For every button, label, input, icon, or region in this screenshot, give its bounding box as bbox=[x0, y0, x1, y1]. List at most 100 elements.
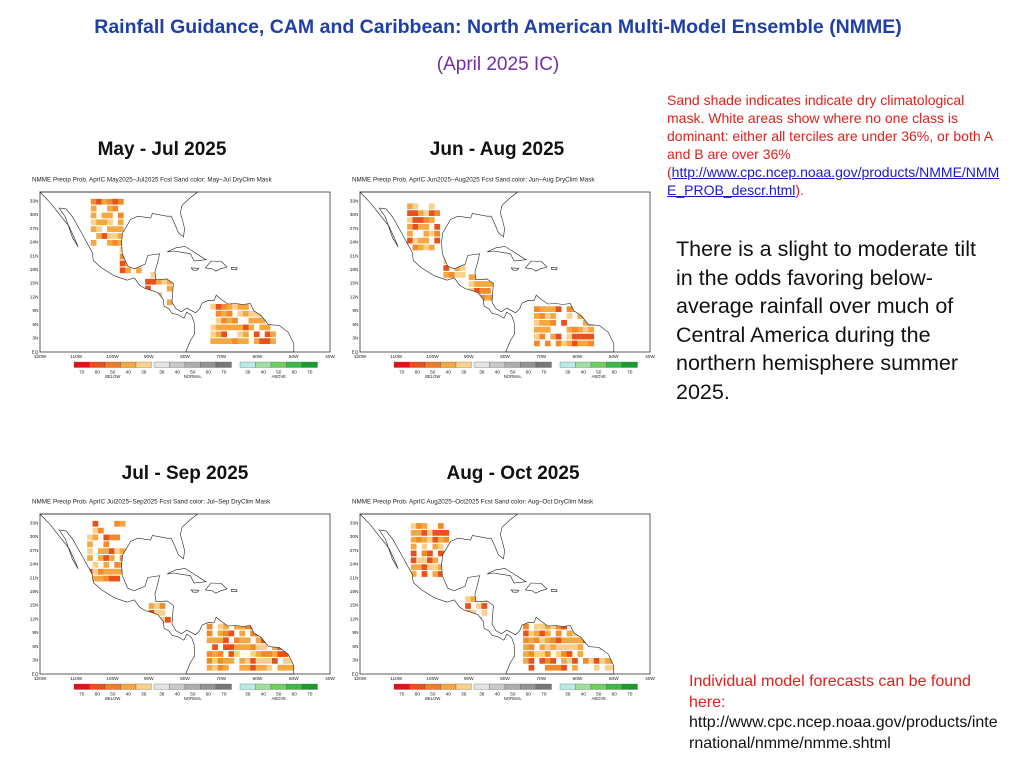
legend-level: 36 bbox=[479, 369, 485, 375]
legend-swatch bbox=[606, 361, 623, 368]
legend-swatch bbox=[239, 683, 256, 690]
legend-level: 60 bbox=[292, 369, 298, 375]
lon-label: 90W bbox=[464, 354, 474, 360]
lat-label: 3N bbox=[352, 658, 359, 664]
legend-level: 40 bbox=[175, 369, 181, 375]
legend-swatch bbox=[535, 683, 552, 690]
legend-swatch bbox=[153, 683, 170, 690]
lon-label: 70W bbox=[216, 676, 226, 682]
lat-label: 6N bbox=[352, 644, 359, 650]
lon-label: 100W bbox=[106, 354, 119, 360]
legend-swatch bbox=[440, 361, 457, 368]
legend-swatch bbox=[301, 361, 318, 368]
legend-class: NORMAL bbox=[504, 374, 523, 379]
legend-swatch bbox=[120, 361, 137, 368]
lat-label: 24N bbox=[30, 240, 39, 246]
legend-level: 36 bbox=[461, 691, 467, 697]
lat-label: 3N bbox=[32, 336, 39, 342]
lat-label: 15N bbox=[30, 281, 39, 287]
legend-level: 36 bbox=[159, 369, 165, 375]
lat-label: 3N bbox=[32, 658, 39, 664]
lon-label: 80W bbox=[500, 354, 510, 360]
lon-label: 50W bbox=[289, 354, 299, 360]
legend-level: 36 bbox=[461, 369, 467, 375]
mask-note-text-end: ). bbox=[795, 182, 804, 198]
legend-level: 40 bbox=[446, 369, 452, 375]
legend-level: 50 bbox=[110, 369, 116, 375]
legend-level: 40 bbox=[495, 691, 501, 697]
lon-label: 70W bbox=[536, 676, 546, 682]
legend-swatch bbox=[89, 361, 106, 368]
coastline bbox=[510, 267, 520, 271]
lon-label: 120W bbox=[34, 354, 47, 360]
legend-swatch bbox=[200, 361, 217, 368]
legend-swatch bbox=[286, 683, 303, 690]
legend-level: 60 bbox=[95, 691, 101, 697]
coastline bbox=[190, 589, 200, 593]
lat-label: 33N bbox=[30, 198, 39, 204]
coastline bbox=[551, 589, 558, 593]
legend-level: 70 bbox=[221, 369, 227, 375]
legend-swatch bbox=[215, 361, 232, 368]
coastline bbox=[524, 260, 548, 272]
lat-label: EQ bbox=[32, 349, 39, 355]
lon-label: 80W bbox=[500, 676, 510, 682]
lon-label: 80W bbox=[180, 676, 190, 682]
legend-level: 50 bbox=[430, 691, 436, 697]
lat-label: 33N bbox=[350, 198, 359, 204]
legend-class: NORMAL bbox=[184, 696, 203, 701]
lon-label: 100W bbox=[106, 676, 119, 682]
lat-label: 9N bbox=[32, 308, 39, 314]
legend-swatch bbox=[575, 361, 592, 368]
coastline bbox=[487, 246, 527, 262]
legend-swatch bbox=[73, 683, 90, 690]
lat-label: 9N bbox=[32, 630, 39, 636]
lat-label: 21N bbox=[350, 575, 359, 581]
slide-title: Rainfall Guidance, CAM and Caribbean: No… bbox=[94, 16, 902, 38]
mask-note-link[interactable]: http://www.cpc.ncep.noaa.gov/products/NM… bbox=[667, 164, 1000, 198]
legend-level: 70 bbox=[399, 691, 405, 697]
legend-swatch bbox=[286, 361, 303, 368]
legend-swatch bbox=[575, 683, 592, 690]
legend-level: 36 bbox=[479, 691, 485, 697]
lon-label: 40W bbox=[325, 676, 335, 682]
lat-label: 18N bbox=[30, 267, 39, 273]
legend-level: 40 bbox=[126, 369, 132, 375]
lon-label: 60W bbox=[253, 354, 263, 360]
coastline bbox=[524, 582, 548, 594]
lon-label: 80W bbox=[180, 354, 190, 360]
legend-level: 70 bbox=[79, 369, 85, 375]
legend-class: BELOW bbox=[105, 696, 120, 701]
map-header: NMME Precip Prob. AprIC Jun2025–Aug2025 … bbox=[352, 177, 595, 184]
coastline bbox=[359, 191, 615, 353]
legend-level: 60 bbox=[292, 691, 298, 697]
legend-swatch bbox=[559, 683, 576, 690]
panel-title: May - Jul 2025 bbox=[98, 139, 227, 160]
panel-title: Aug - Oct 2025 bbox=[446, 463, 579, 484]
coastline bbox=[551, 267, 558, 271]
lat-label: 24N bbox=[350, 240, 359, 246]
legend-swatch bbox=[215, 683, 232, 690]
legend-swatch bbox=[270, 361, 287, 368]
coastline bbox=[167, 568, 207, 584]
lon-label: 90W bbox=[464, 676, 474, 682]
legend-class: ABOVE bbox=[592, 374, 607, 379]
legend-swatch bbox=[153, 361, 170, 368]
legend-class: ABOVE bbox=[272, 696, 287, 701]
legend-level: 60 bbox=[206, 691, 212, 697]
lon-label: 90W bbox=[144, 354, 154, 360]
coastline bbox=[359, 513, 615, 675]
coastline bbox=[231, 589, 238, 593]
lon-label: 110W bbox=[70, 354, 83, 360]
slide-subtitle: (April 2025 IC) bbox=[437, 54, 560, 75]
legend-swatch bbox=[489, 683, 506, 690]
lat-label: 15N bbox=[350, 603, 359, 609]
legend-swatch bbox=[409, 361, 426, 368]
legend-level: 50 bbox=[510, 369, 516, 375]
lon-label: 100W bbox=[426, 676, 439, 682]
lat-label: EQ bbox=[32, 671, 39, 677]
legend-swatch bbox=[473, 683, 490, 690]
legend-swatch bbox=[104, 361, 121, 368]
legend-level: 60 bbox=[415, 691, 421, 697]
panel-title: Jun - Aug 2025 bbox=[430, 139, 565, 160]
